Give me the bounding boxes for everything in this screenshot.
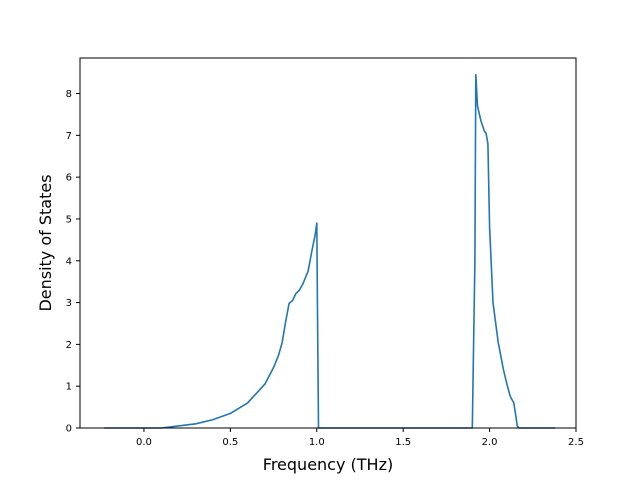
x-tick-label: 2.5 xyxy=(568,437,584,448)
plot-frame xyxy=(79,57,577,429)
x-tick-label: 1.5 xyxy=(395,437,411,448)
x-tick-label: 2.0 xyxy=(482,437,498,448)
y-tick-label: 2 xyxy=(66,340,72,351)
y-tick-label: 6 xyxy=(66,173,72,184)
y-tick-label: 8 xyxy=(66,89,72,100)
dos-series-line xyxy=(104,73,556,429)
x-tick-label: 0.5 xyxy=(222,437,238,448)
x-tick-label: 0.0 xyxy=(136,437,152,448)
y-tick-label: 4 xyxy=(66,256,72,267)
y-tick-label: 7 xyxy=(66,131,72,142)
x-axis-label: Frequency (THz) xyxy=(263,455,393,474)
x-tick-label: 1.0 xyxy=(309,437,325,448)
y-axis-ticks: 0 1 2 3 4 5 6 7 8 xyxy=(66,89,80,435)
y-tick-label: 0 xyxy=(66,424,72,435)
plot-area xyxy=(80,58,576,428)
y-tick-label: 3 xyxy=(66,298,72,309)
x-axis-ticks: 0.0 0.5 1.0 1.5 2.0 2.5 xyxy=(136,428,584,448)
y-tick-label: 1 xyxy=(66,382,72,393)
y-axis-label: Density of States xyxy=(36,174,55,311)
y-tick-label: 5 xyxy=(66,214,72,225)
